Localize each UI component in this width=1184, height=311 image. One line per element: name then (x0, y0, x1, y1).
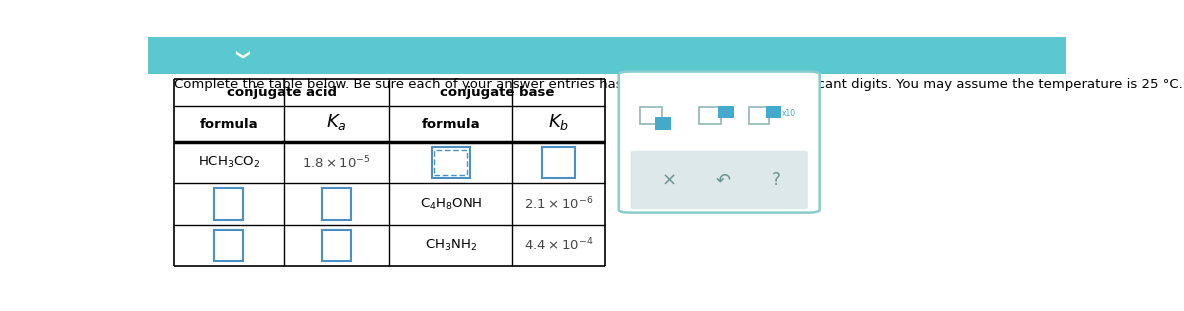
Text: $\mathrm{CH_3NH_2}$: $\mathrm{CH_3NH_2}$ (425, 238, 477, 253)
Text: ×: × (662, 171, 677, 189)
Bar (766, 106, 781, 118)
Bar (639, 107, 662, 124)
Text: $\mathrm{HCH_3CO_2}$: $\mathrm{HCH_3CO_2}$ (198, 155, 259, 170)
Bar (148, 37, 1066, 74)
FancyBboxPatch shape (631, 151, 807, 209)
Text: $4.4 \times 10^{-4}$: $4.4 \times 10^{-4}$ (523, 237, 593, 254)
Text: $\mathrm{C_4H_8ONH}$: $\mathrm{C_4H_8ONH}$ (419, 197, 482, 211)
Bar (431, 147, 470, 178)
Text: ↶: ↶ (715, 171, 731, 189)
Bar (322, 188, 352, 220)
Bar (656, 117, 671, 130)
Bar (435, 150, 468, 175)
Text: ❯: ❯ (233, 50, 246, 62)
FancyBboxPatch shape (619, 72, 819, 213)
Text: $2.1 \times 10^{-6}$: $2.1 \times 10^{-6}$ (525, 196, 593, 212)
Text: $\mathit{K}_{\mathit{b}}$: $\mathit{K}_{\mathit{b}}$ (548, 112, 570, 132)
Text: Complete the table below. Be sure each of your answer entries has the correct nu: Complete the table below. Be sure each o… (174, 78, 1183, 91)
Text: $1.8 \times 10^{-5}$: $1.8 \times 10^{-5}$ (302, 154, 371, 171)
Text: formula: formula (199, 118, 258, 131)
Text: conjugate acid: conjugate acid (226, 86, 336, 99)
Text: ?: ? (772, 171, 781, 189)
Text: x10: x10 (783, 109, 797, 118)
Bar (214, 230, 244, 261)
Bar (719, 106, 734, 118)
Text: $\mathit{K}_{\mathit{a}}$: $\mathit{K}_{\mathit{a}}$ (326, 112, 347, 132)
Text: conjugate base: conjugate base (440, 86, 554, 99)
Bar (749, 107, 770, 124)
Bar (699, 107, 721, 124)
Text: formula: formula (422, 118, 480, 131)
Bar (322, 230, 352, 261)
Bar (542, 147, 575, 178)
Bar (214, 188, 244, 220)
